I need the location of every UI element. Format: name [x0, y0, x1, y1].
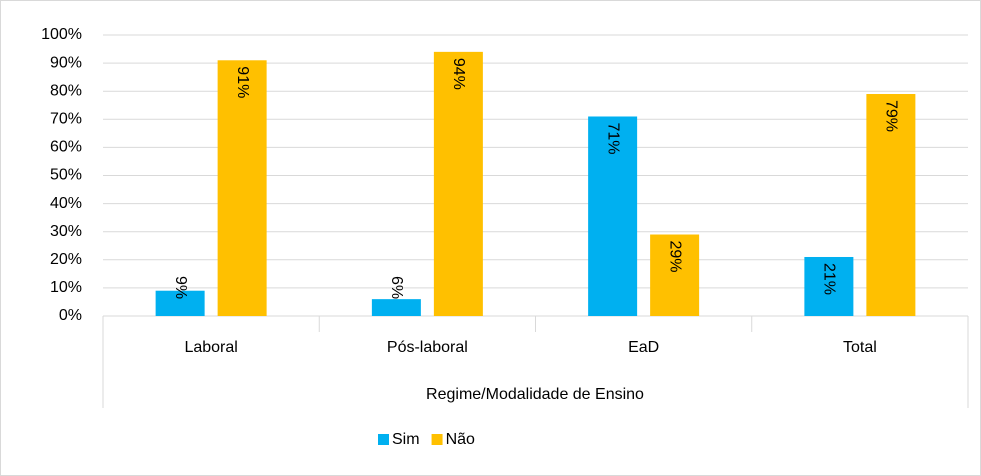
bar	[155, 290, 205, 316]
bar	[588, 116, 638, 317]
data-label: 9%	[172, 276, 189, 299]
bar	[433, 51, 483, 317]
legend-label: Sim	[392, 431, 420, 448]
y-tick-label: 50%	[50, 167, 82, 184]
bar	[371, 299, 421, 316]
y-tick-label: 90%	[50, 54, 82, 71]
x-tick-label: Total	[843, 339, 877, 356]
data-label: 79%	[883, 100, 900, 132]
x-tick-label: EaD	[628, 339, 659, 356]
x-tick-label: Pós-laboral	[387, 339, 468, 356]
data-label: 29%	[666, 241, 683, 273]
x-axis-title: Regime/Modalidade de Ensino	[426, 386, 644, 403]
y-tick-label: 80%	[50, 82, 82, 99]
data-label: 21%	[821, 263, 838, 295]
data-label: 6%	[388, 276, 405, 299]
y-tick-label: 0%	[59, 307, 82, 324]
legend-swatch	[378, 434, 389, 445]
y-tick-label: 100%	[41, 26, 82, 43]
data-label: 71%	[604, 122, 621, 154]
x-tick-label: Laboral	[184, 339, 237, 356]
y-tick-label: 20%	[50, 251, 82, 268]
bar	[217, 60, 267, 316]
y-tick-label: 10%	[50, 279, 82, 296]
data-label: 94%	[450, 58, 467, 90]
y-tick-label: 30%	[50, 223, 82, 240]
data-label: 91%	[234, 66, 251, 98]
y-tick-label: 40%	[50, 195, 82, 212]
bar	[866, 94, 916, 316]
y-tick-label: 60%	[50, 139, 82, 156]
legend-swatch	[431, 434, 443, 445]
legend-label: Não	[446, 431, 475, 448]
y-tick-label: 70%	[50, 111, 82, 128]
bar	[650, 234, 700, 316]
bar	[804, 256, 854, 316]
